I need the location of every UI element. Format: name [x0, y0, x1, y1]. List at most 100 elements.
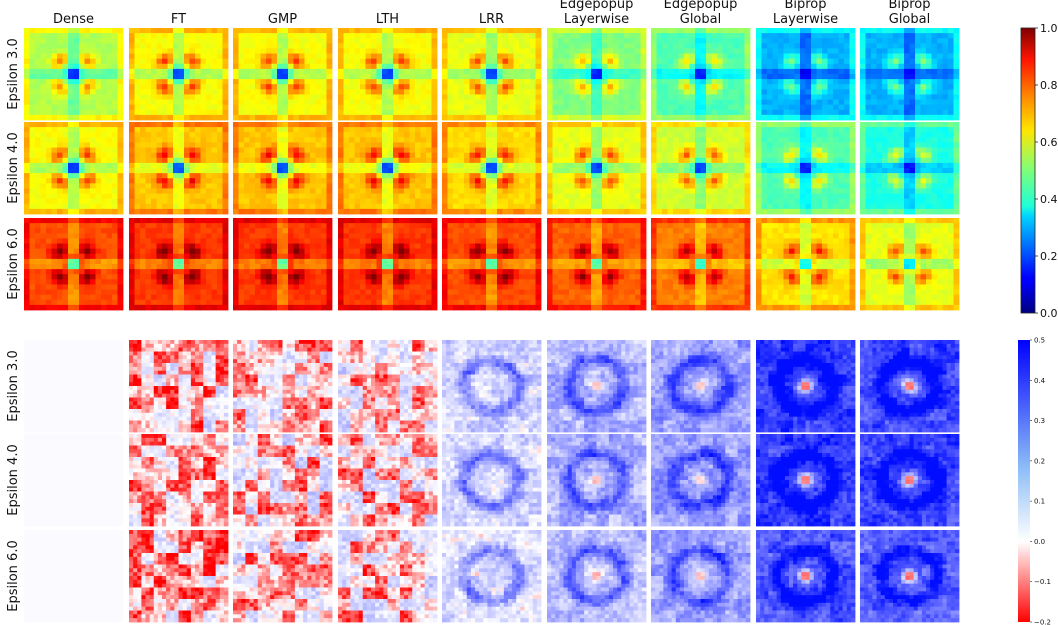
- heatmap-cell: [200, 109, 207, 116]
- heatmap-cell: [607, 127, 614, 133]
- heatmap-cell: [706, 122, 712, 128]
- heatmap-cell: [953, 33, 960, 39]
- heatmap-cell: [739, 43, 745, 49]
- heatmap-cell: [173, 193, 179, 200]
- heatmap-cell: [656, 127, 663, 133]
- heatmap-cell: [151, 79, 157, 85]
- heatmap-cell: [195, 48, 201, 54]
- heatmap-cell: [167, 114, 174, 121]
- heatmap-cell: [167, 109, 174, 116]
- heatmap-cell: [304, 157, 311, 164]
- heatmap-cell: [415, 173, 421, 179]
- heatmap-cell: [569, 28, 575, 34]
- heatmap-cell: [266, 43, 272, 49]
- heatmap-cell: [178, 38, 185, 44]
- heatmap-cell: [635, 122, 641, 128]
- heatmap-cell: [271, 114, 278, 121]
- heatmap-cell: [129, 53, 135, 60]
- heatmap-cell: [458, 147, 465, 154]
- heatmap-cell: [684, 127, 690, 133]
- heatmap-cell: [547, 84, 553, 90]
- heatmap-cell: [904, 63, 910, 70]
- heatmap-cell: [607, 28, 614, 34]
- heatmap-cell: [156, 183, 163, 189]
- heatmap-cell: [156, 53, 163, 60]
- heatmap-cell: [282, 142, 289, 148]
- heatmap-cell: [244, 173, 250, 179]
- heatmap-cell: [618, 43, 625, 49]
- heatmap-cell: [238, 58, 245, 65]
- heatmap-cell: [519, 152, 525, 159]
- heatmap-cell: [217, 43, 223, 49]
- heatmap-cell: [244, 162, 250, 169]
- heatmap-cell: [211, 89, 218, 95]
- heatmap-cell: [513, 89, 520, 95]
- heatmap-cell: [486, 104, 492, 111]
- heatmap-cell: [953, 109, 960, 116]
- heatmap-cell: [585, 162, 592, 169]
- heatmap-cell: [733, 48, 740, 54]
- heatmap-cell: [404, 38, 410, 44]
- heatmap-cell: [530, 203, 536, 210]
- heatmap-cell: [84, 168, 91, 174]
- heatmap-cell: [277, 152, 283, 159]
- heatmap-cell: [217, 127, 223, 133]
- heatmap-cell: [271, 68, 278, 75]
- heatmap-cell: [893, 94, 899, 100]
- heatmap-cell: [700, 122, 707, 128]
- heatmap-cell: [904, 79, 910, 85]
- heatmap-cell: [475, 33, 481, 39]
- heatmap-cell: [68, 109, 74, 116]
- heatmap-cell: [695, 48, 701, 54]
- heatmap-cell: [420, 183, 427, 189]
- heatmap-cell: [904, 84, 910, 90]
- heatmap-cell: [689, 58, 696, 65]
- heatmap-cell: [475, 147, 481, 154]
- heatmap-cell: [310, 173, 316, 179]
- heatmap-cell: [530, 58, 536, 65]
- heatmap-cell: [409, 43, 416, 49]
- heatmap-cell: [882, 79, 888, 85]
- heatmap-cell: [409, 79, 416, 85]
- heatmap-cell: [409, 94, 416, 100]
- heatmap-cell: [585, 208, 592, 215]
- heatmap-cell: [580, 84, 586, 90]
- heatmap-cell: [447, 147, 454, 154]
- heatmap-cell: [398, 38, 405, 44]
- heatmap-cell: [865, 48, 872, 54]
- heatmap-cell: [376, 162, 383, 169]
- heatmap-cell: [838, 99, 845, 106]
- heatmap-cell: [508, 74, 514, 80]
- heatmap-cell: [321, 178, 327, 184]
- heatmap-cell: [486, 33, 492, 39]
- heatmap-cell: [343, 94, 350, 100]
- heatmap-cell: [51, 114, 58, 121]
- heatmap-cell: [480, 38, 487, 44]
- heatmap-cell: [200, 122, 207, 128]
- heatmap-cell: [189, 162, 196, 169]
- heatmap-cell: [596, 152, 603, 159]
- heatmap-cell: [343, 53, 350, 60]
- heatmap-cell: [827, 109, 834, 116]
- heatmap-cell: [618, 147, 625, 154]
- heatmap-cell: [624, 104, 630, 111]
- heatmap-cell: [266, 183, 272, 189]
- heatmap-cell: [508, 28, 514, 34]
- heatmap-cell: [426, 99, 432, 106]
- heatmap-cell: [178, 99, 185, 106]
- heatmap-cell: [931, 74, 938, 80]
- heatmap-cell: [524, 63, 531, 70]
- heatmap-cell: [112, 147, 118, 154]
- heatmap-cell: [51, 137, 58, 143]
- heatmap-cell: [585, 48, 592, 54]
- heatmap-cell: [299, 208, 305, 215]
- heatmap-cell: [656, 68, 663, 75]
- heatmap-cell: [51, 104, 58, 111]
- heatmap-cell: [942, 109, 949, 116]
- heatmap-cell: [464, 183, 470, 189]
- heatmap-cell: [184, 99, 190, 106]
- heatmap-cell: [195, 43, 201, 49]
- heatmap-cell: [822, 74, 828, 80]
- heatmap-cell: [288, 203, 294, 210]
- heatmap-cell: [673, 94, 679, 100]
